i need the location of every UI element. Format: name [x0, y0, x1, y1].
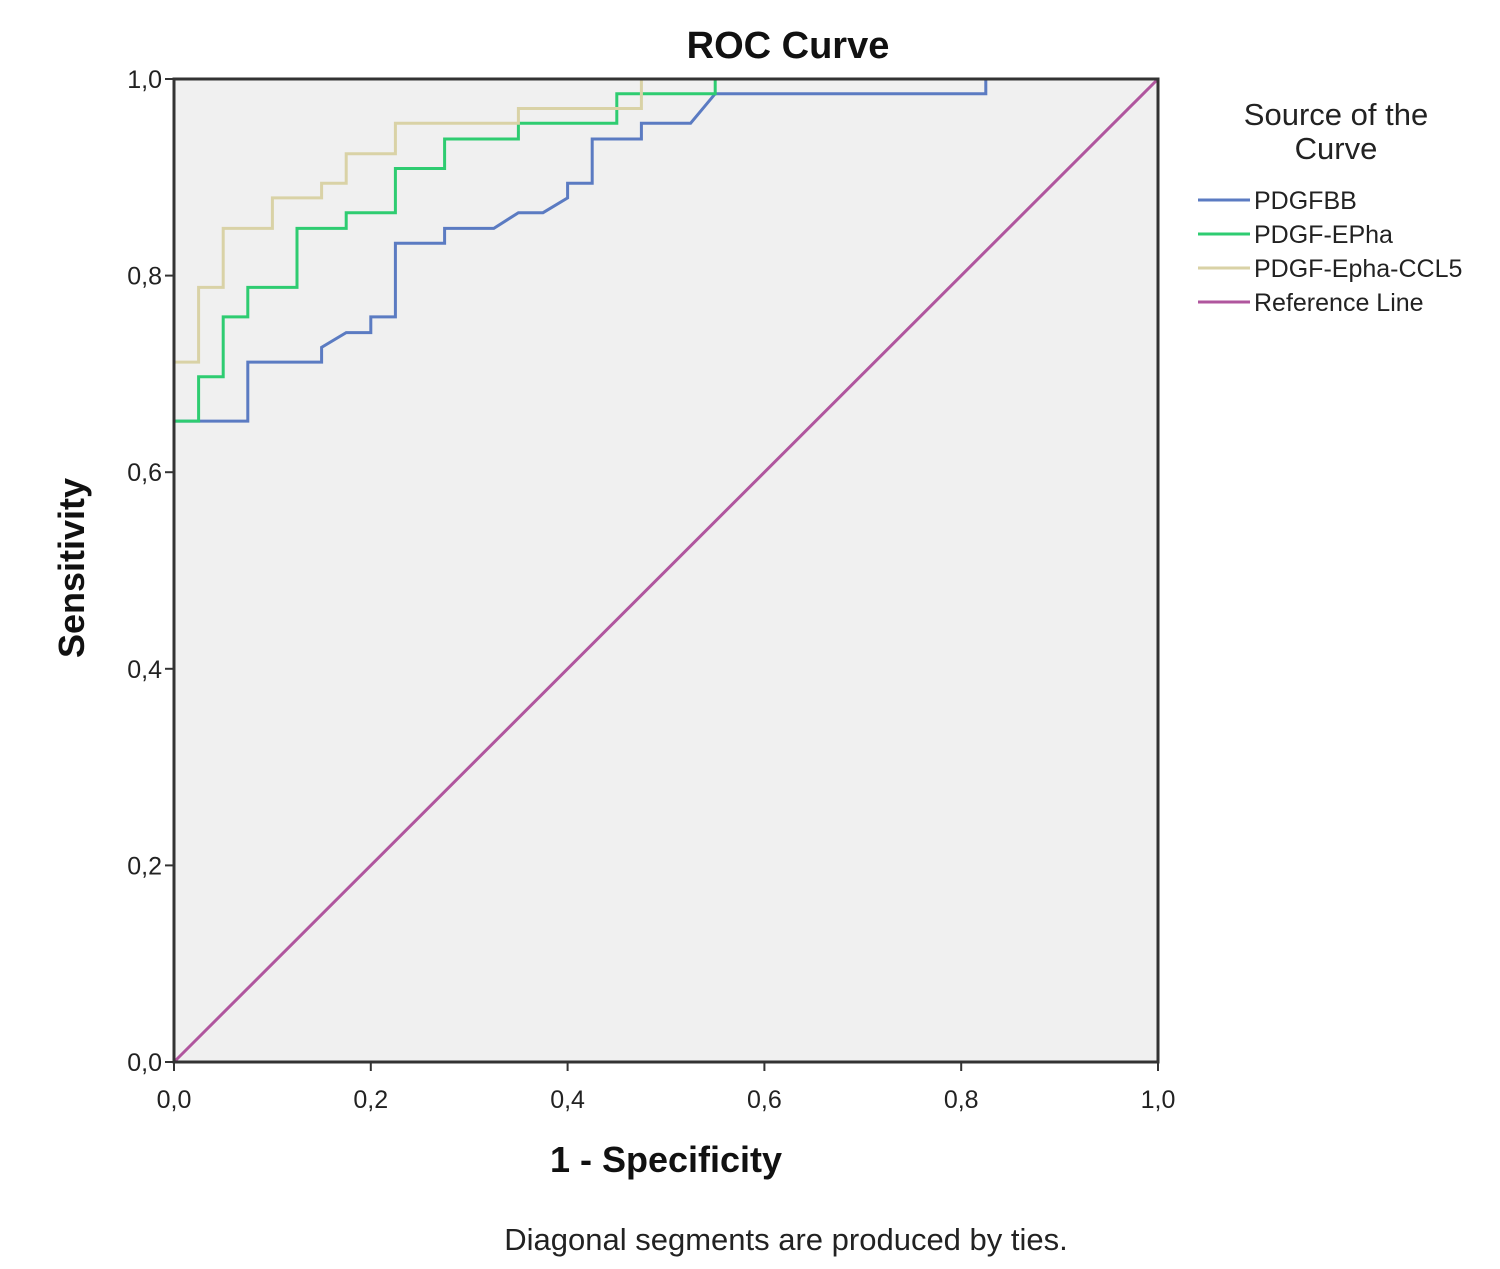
x-axis-title: 1 - Specificity	[550, 1139, 782, 1180]
legend-label: Reference Line	[1254, 289, 1424, 317]
series-layer	[172, 77, 1160, 1064]
y-tick-label: 0,8	[127, 263, 162, 291]
plot-frame	[172, 77, 1160, 1064]
legend-label: PDGF-Epha-CCL5	[1254, 255, 1462, 283]
legend-items: PDGFBB PDGF-EPha PDGF-Epha-CCL5 Reference L…	[1198, 187, 1462, 317]
x-tick-label: 0,2	[353, 1086, 388, 1114]
y-tick-label: 0,4	[127, 656, 162, 684]
y-tick-label: 1,0	[127, 66, 162, 94]
y-tick-label: 0,0	[127, 1049, 162, 1077]
series-line-pdgf-epha	[172, 77, 1158, 1062]
y-tick-label: 0,6	[127, 459, 162, 487]
series-line-pdgfbb	[172, 77, 1158, 1062]
legend-label: PDGF-EPha	[1254, 221, 1393, 249]
x-tick-label: 0,8	[944, 1086, 979, 1114]
chart-footnote: Diagonal segments are produced by ties.	[504, 1222, 1068, 1257]
legend-title-line-2: Curve	[1295, 131, 1378, 166]
x-tick-label: 1,0	[1141, 1086, 1176, 1114]
series-line-pdgf-epha-ccl5	[172, 77, 1158, 1062]
x-tick-label: 0,0	[157, 1086, 192, 1114]
series-line-reference-line	[172, 77, 1160, 1064]
legend-title-line-1: Source of the	[1244, 97, 1428, 132]
y-axis-ticks: 0,0 0,2 0,4 0,6 0,8 1,0	[127, 66, 174, 1077]
x-axis-ticks: 0,0 0,2 0,4 0,6 0,8 1,0	[157, 1062, 1176, 1114]
chart-title: ROC Curve	[687, 25, 890, 67]
y-tick-label: 0,2	[127, 852, 162, 880]
y-axis-title: Sensitivity	[51, 478, 92, 658]
legend-label: PDGFBB	[1254, 187, 1357, 215]
x-tick-label: 0,4	[550, 1086, 585, 1114]
x-tick-label: 0,6	[747, 1086, 782, 1114]
legend: Source of the Curve PDGFBB PDGF-EPha PDGF-…	[1198, 97, 1462, 317]
